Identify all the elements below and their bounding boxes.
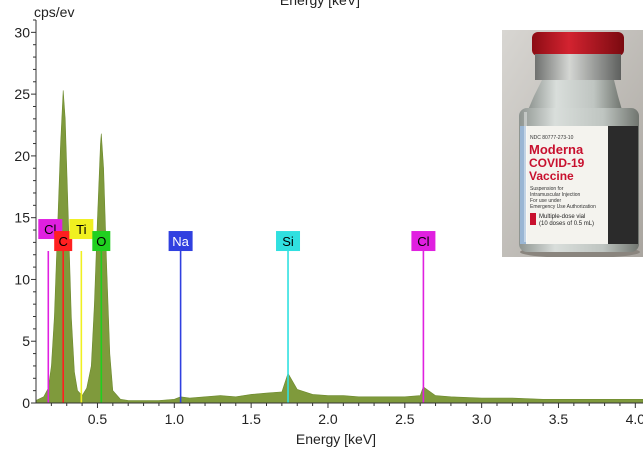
vial-line-2: Intramuscular Injection [530, 192, 581, 198]
marker-label-4: Na [172, 234, 189, 249]
y-tick-label-4: 20 [14, 148, 30, 164]
marker-label-box-3 [92, 231, 111, 252]
vial-glass-highlight [524, 112, 527, 242]
marker-label-0: Cl [44, 222, 56, 237]
y-tick-label-6: 30 [14, 24, 30, 40]
marker-label-2: Ti [76, 222, 86, 237]
marker-label-3: O [96, 234, 106, 249]
vial-brand: Moderna [529, 142, 584, 157]
vaccine-vial-photo: NDC 80777-273-10 Moderna COVID-19 Vaccin… [502, 30, 643, 257]
vial-line-1: Suspension for [530, 186, 564, 192]
vial-line-5: Multiple-dose vial [539, 214, 585, 220]
vial-cap [532, 32, 624, 56]
vial-red-box [530, 213, 536, 225]
vial-crimp [535, 54, 621, 80]
x-tick-label-6: 3.5 [549, 411, 569, 427]
vial-line-3: For use under [530, 198, 561, 204]
x-axis: 0.5 1.0 1.5 2.0 2.5 3.0 3.5 4.0 [36, 402, 643, 427]
y-tick-label-1: 5 [22, 333, 30, 349]
marker-label-1: C [59, 234, 68, 249]
marker-label-box-5 [276, 231, 301, 252]
spectrum-area-0 [35, 90, 643, 404]
x-tick-label-1: 1.0 [165, 411, 185, 427]
vial-ndc: NDC 80777-273-10 [530, 135, 574, 141]
y-axis-label: cps/ev [34, 4, 74, 20]
label-side-dark [608, 126, 638, 244]
x-tick-label-2: 1.5 [241, 411, 261, 427]
x-tick-label-3: 2.0 [318, 411, 338, 427]
y-tick-label-3: 15 [14, 210, 30, 226]
marker-label-5: Si [282, 234, 294, 249]
y-tick-label-2: 10 [14, 271, 30, 287]
marker-label-box-1 [54, 231, 73, 252]
y-tick-label-0: 0 [22, 395, 30, 411]
vial-neck [528, 80, 622, 110]
y-tick-label-5: 25 [14, 86, 30, 102]
marker-label-box-2 [69, 219, 94, 240]
marker-label-box-4 [168, 231, 193, 252]
x-tick-label-4: 2.5 [395, 411, 415, 427]
y-axis: 0 5 10 15 20 25 30 [14, 19, 37, 411]
vial-vaccine: Vaccine [529, 169, 574, 183]
vial-covid: COVID-19 [529, 156, 585, 170]
label-stripe [520, 126, 526, 244]
marker-label-6: Cl [417, 234, 429, 249]
x-tick-label-5: 3.0 [472, 411, 492, 427]
vial-line-6: (10 doses of 0.5 mL) [539, 221, 594, 227]
marker-label-box-6 [411, 231, 436, 252]
x-axis-label: Energy [keV] [296, 431, 376, 447]
vial-line-4: Emergency Use Authorization [530, 204, 596, 210]
x-tick-label-7: 4.0 [626, 411, 643, 427]
chart-title: Energy [keV] [280, 0, 360, 8]
x-tick-label-0: 0.5 [88, 411, 108, 427]
